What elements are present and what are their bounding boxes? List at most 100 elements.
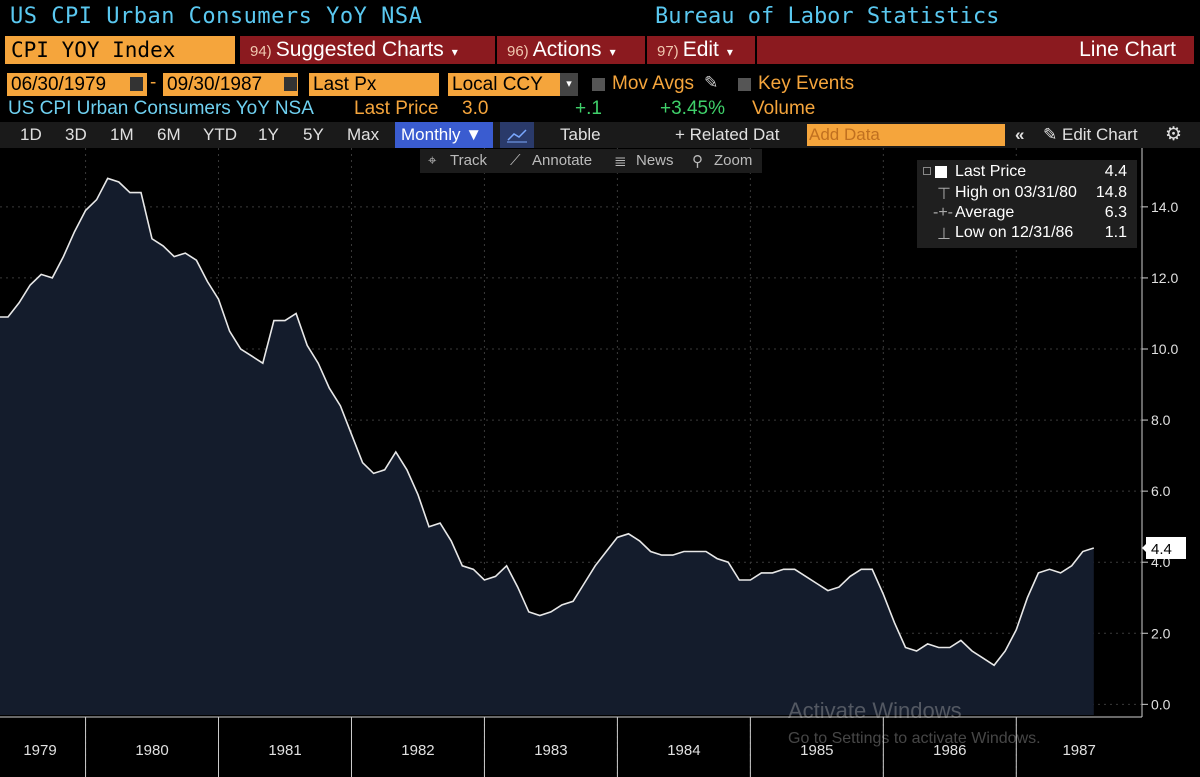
calendar-icon[interactable]	[130, 77, 143, 91]
legend-low-value: 1.1	[1104, 224, 1127, 241]
start-date-value: 06/30/1979	[11, 74, 107, 95]
end-date-field[interactable]: 09/30/1987	[163, 73, 298, 96]
x-tick-label: 1979	[23, 742, 56, 759]
calendar-icon[interactable]	[284, 77, 297, 91]
period-5y[interactable]: 5Y	[303, 125, 324, 144]
security-name: US CPI Urban Consumers YoY NSA	[8, 98, 314, 119]
legend-high-label: High on 03/31/80	[955, 184, 1077, 201]
add-data-input[interactable]: Add Data	[807, 124, 1005, 146]
chart-type-menu[interactable]: Line Chart	[757, 36, 1194, 64]
collapse-icon[interactable]: «	[1015, 125, 1025, 144]
last-value-label: 4.4	[1151, 541, 1172, 558]
period-1d[interactable]: 1D	[20, 125, 42, 144]
x-tick-label: 1981	[268, 742, 301, 759]
legend-average-label: Average	[955, 204, 1015, 221]
series-color-swatch	[935, 166, 947, 178]
x-tick-label: 1987	[1062, 742, 1095, 759]
low-marker-icon: ⊥	[937, 226, 951, 243]
y-tick-label: 10.0	[1151, 341, 1178, 357]
ticker-input[interactable]: CPI YOY Index	[5, 36, 235, 64]
edit-chart-button[interactable]: ✎ Edit Chart	[1043, 122, 1138, 148]
collapse-icon[interactable]	[923, 167, 931, 175]
title-bar: US CPI Urban Consumers YoY NSA Bureau of…	[0, 0, 1200, 34]
y-tick-label: 12.0	[1151, 270, 1178, 286]
last-price-label: Last Price	[354, 98, 439, 119]
security-title: US CPI Urban Consumers YoY NSA	[10, 4, 423, 29]
news-button[interactable]: News	[636, 152, 674, 169]
period-1m[interactable]: 1M	[110, 125, 134, 144]
annotate-button[interactable]: Annotate	[532, 152, 593, 169]
news-icon: ≣	[614, 153, 627, 170]
x-tick-label: 1980	[135, 742, 168, 759]
y-tick-label: 6.0	[1151, 483, 1171, 499]
period-3d[interactable]: 3D	[65, 125, 87, 144]
price-pct-change: +3.45%	[660, 98, 725, 119]
average-marker-icon: -+-	[933, 204, 953, 221]
period-6m[interactable]: 6M	[157, 125, 181, 144]
table-button[interactable]: Table	[560, 125, 601, 144]
series-area	[0, 178, 1094, 715]
currency-selector[interactable]: Local CCY	[448, 73, 578, 96]
activation-watermark-title: Activate Windows	[788, 698, 962, 723]
x-tick-label: 1984	[667, 742, 700, 759]
legend-last-price: Last Price 4.4	[917, 163, 1137, 183]
edit-number: 97)	[657, 43, 679, 60]
track-button[interactable]: Track	[450, 152, 487, 169]
chart-type-label: Line Chart	[1079, 38, 1176, 61]
zoom-button[interactable]: Zoom	[714, 152, 753, 169]
caret-down-icon: ▼	[465, 125, 483, 144]
mov-avgs-checkbox[interactable]	[592, 78, 605, 91]
y-tick-label: 14.0	[1151, 199, 1178, 215]
y-tick-label: 0.0	[1151, 696, 1171, 712]
edit-menu[interactable]: 97) Edit ▾	[647, 36, 755, 64]
key-events-checkbox[interactable]	[738, 78, 751, 91]
chart-legend: Last Price 4.4 ⊤ High on 03/31/80 14.8 -…	[917, 160, 1137, 248]
x-tick-label: 1982	[401, 742, 434, 759]
last-value-pointer	[1142, 542, 1147, 553]
legend-high: ⊤ High on 03/31/80 14.8	[917, 184, 1137, 204]
currency-value: Local CCY	[452, 74, 543, 95]
line-chart: 0.02.04.06.08.010.012.014.0 1979 1980 1981…	[0, 148, 1186, 777]
x-tick-label: 1985	[800, 742, 833, 759]
field-selector[interactable]: Last Px	[309, 73, 439, 96]
pencil-icon: ✎	[1043, 125, 1058, 144]
chevron-down-icon: ▾	[726, 45, 733, 59]
annotate-icon: ⟋	[510, 152, 521, 169]
start-date-field[interactable]: 06/30/1979	[7, 73, 147, 96]
frequency-selector[interactable]: Monthly ▼	[395, 122, 493, 148]
actions-menu[interactable]: 96) Actions ▾	[497, 36, 645, 64]
last-value-marker: 4.4	[1142, 536, 1186, 559]
period-1y[interactable]: 1Y	[258, 125, 279, 144]
chart-tools: ⌖ Track ⟋ Annotate ≣ News ⚲ Zoom	[420, 149, 762, 173]
edit-chart-label: Edit Chart	[1061, 125, 1138, 144]
legend-average-value: 6.3	[1104, 204, 1127, 221]
crosshair-icon: ⌖	[428, 152, 437, 169]
y-tick-label: 2.0	[1151, 625, 1171, 641]
period-max[interactable]: Max	[347, 125, 380, 144]
zoom-icon: ⚲	[692, 153, 703, 170]
actions-label: Actions	[532, 38, 602, 61]
high-marker-icon: ⊤	[937, 186, 951, 203]
security-summary: US CPI Urban Consumers YoY NSA Last Pric…	[0, 98, 1200, 122]
y-axis-ticks: 0.02.04.06.08.010.012.014.0	[1142, 199, 1178, 712]
chart-controls: 06/30/1979 - 09/30/1987 Last Px Local CC…	[0, 72, 1200, 98]
chevron-down-icon[interactable]: ▾	[560, 73, 578, 96]
activation-watermark-subtitle: Go to Settings to activate Windows.	[788, 730, 1041, 747]
related-data-button[interactable]: + Related Dat	[675, 125, 780, 144]
line-chart-icon[interactable]	[500, 122, 534, 148]
pencil-icon[interactable]: ✎	[704, 73, 719, 92]
period-ytd[interactable]: YTD	[203, 125, 237, 144]
suggested-charts-menu[interactable]: 94) Suggested Charts ▾	[240, 36, 495, 64]
suggested-charts-number: 94)	[250, 43, 272, 60]
legend-low: ⊥ Low on 12/31/86 1.1	[917, 224, 1137, 244]
menu-bar: CPI YOY Index 94) Suggested Charts ▾ 96) Ac…	[0, 35, 1200, 65]
x-axis-ticks: 1979 1980 1981 1982 1983 1984 1985 1986 1987	[23, 717, 1096, 777]
data-source: Bureau of Labor Statistics	[655, 4, 1000, 29]
last-price-value: 3.0	[462, 98, 489, 119]
legend-last-price-value: 4.4	[1104, 163, 1127, 180]
chevron-down-icon: ▾	[609, 45, 616, 59]
legend-average: -+- Average 6.3	[917, 204, 1137, 224]
key-events-label: Key Events	[758, 73, 855, 94]
last-value-box	[1146, 536, 1186, 559]
gear-icon[interactable]: ⚙	[1165, 124, 1183, 145]
